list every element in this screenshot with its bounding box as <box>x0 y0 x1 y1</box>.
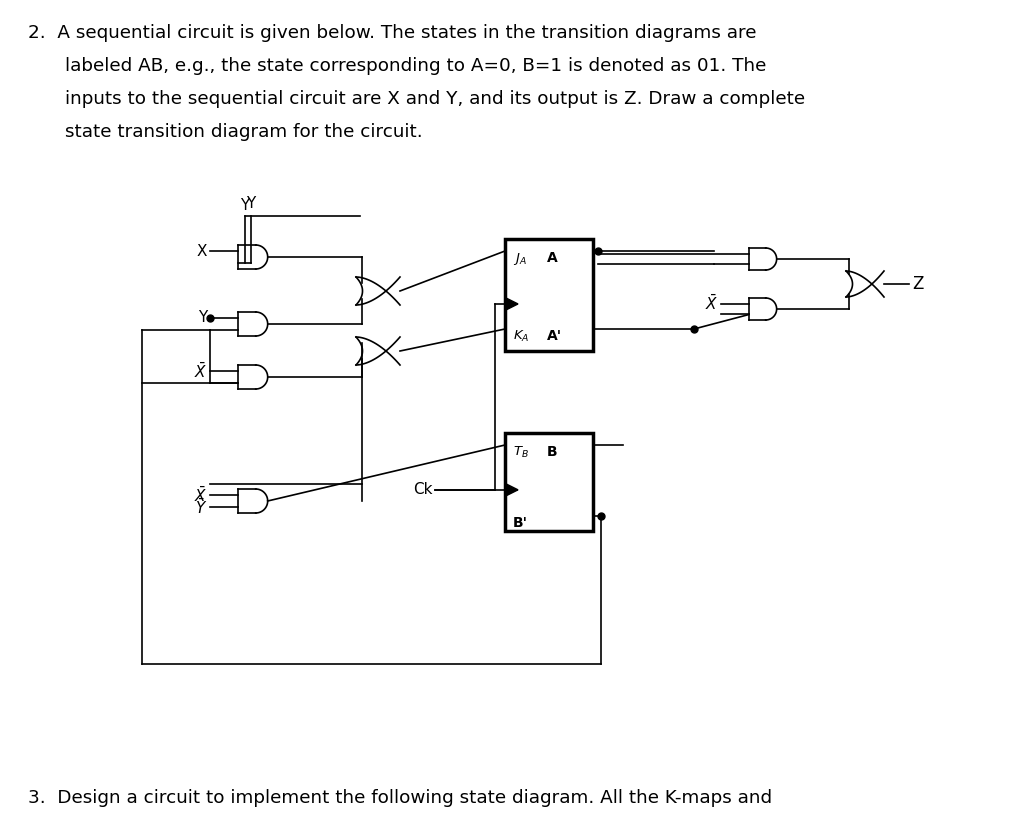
Text: $\bar{X}$: $\bar{X}$ <box>194 486 207 505</box>
Text: A: A <box>547 251 558 265</box>
FancyBboxPatch shape <box>505 433 593 531</box>
Polygon shape <box>506 298 518 310</box>
Text: inputs to the sequential circuit are X and Y, and its output is Z. Draw a comple: inputs to the sequential circuit are X a… <box>65 90 805 108</box>
Text: Y: Y <box>241 198 250 213</box>
Text: $\bar{X}$: $\bar{X}$ <box>194 361 207 381</box>
Text: 2.  A sequential circuit is given below. The states in the transition diagrams a: 2. A sequential circuit is given below. … <box>28 24 757 42</box>
Text: $\bar{X}$: $\bar{X}$ <box>705 294 718 313</box>
Text: Ck: Ck <box>414 482 433 497</box>
Text: Z: Z <box>912 275 924 293</box>
Text: X: X <box>197 243 207 259</box>
Text: A': A' <box>547 329 562 343</box>
Text: state transition diagram for the circuit.: state transition diagram for the circuit… <box>65 123 423 141</box>
Text: $K_A$: $K_A$ <box>513 329 529 344</box>
Text: $J_A$: $J_A$ <box>513 251 526 267</box>
Text: $T_B$: $T_B$ <box>513 445 528 460</box>
FancyBboxPatch shape <box>505 239 593 351</box>
Text: Y: Y <box>247 196 256 211</box>
Text: 3.  Design a circuit to implement the following state diagram. All the K-maps an: 3. Design a circuit to implement the fol… <box>28 789 772 807</box>
Polygon shape <box>506 484 518 495</box>
Text: $\bar{Y}$: $\bar{Y}$ <box>195 497 207 517</box>
Text: B': B' <box>513 516 528 530</box>
Text: labeled AB, e.g., the state corresponding to A=0, B=1 is denoted as 01. The: labeled AB, e.g., the state correspondin… <box>65 57 766 75</box>
Text: Y: Y <box>198 310 207 325</box>
Text: B: B <box>547 445 558 459</box>
